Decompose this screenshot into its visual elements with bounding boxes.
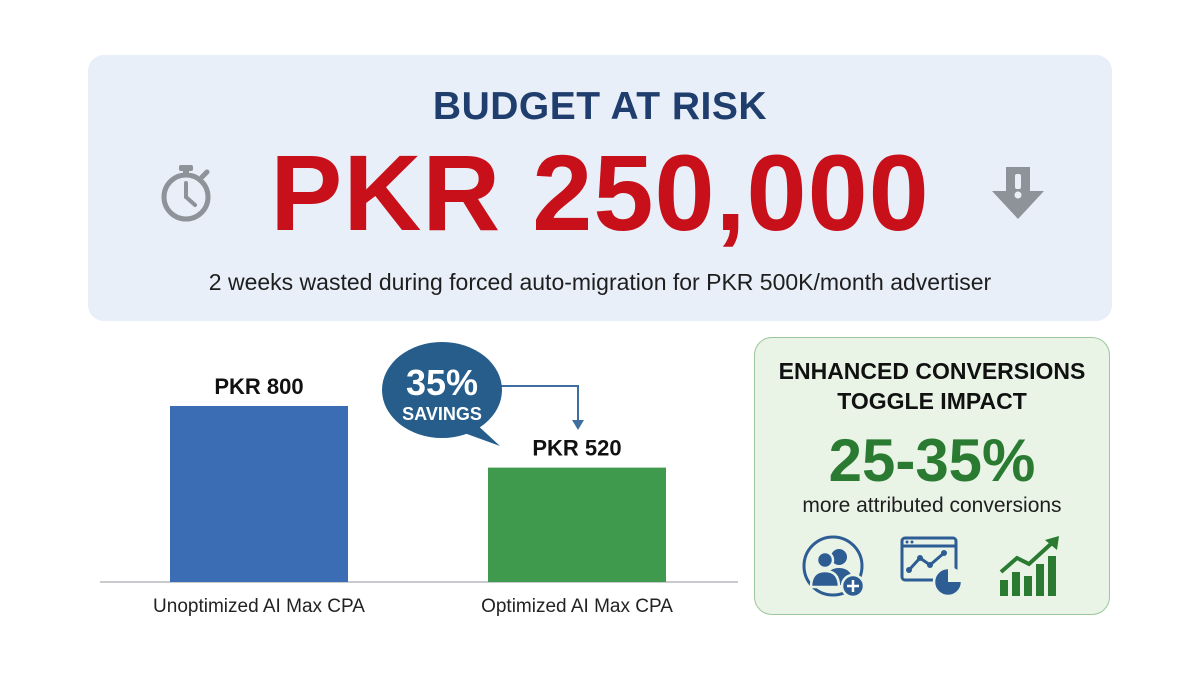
budget-at-risk-banner: BUDGET AT RISK PKR 250,000 2 weeks waste…	[88, 55, 1112, 321]
card-title-line-1: ENHANCED CONVERSIONS	[778, 358, 1086, 384]
card-title: ENHANCED CONVERSIONS TOGGLE IMPACT	[755, 356, 1109, 416]
cpa-bar-chart: PKR 800 PKR 520 Unoptimized AI Max CPA O…	[100, 374, 738, 617]
savings-label: SAVINGS	[402, 404, 482, 424]
conversion-lift-percent: 25-35%	[828, 427, 1036, 494]
budget-amount: PKR 250,000	[270, 132, 930, 253]
enhanced-conversions-card: ENHANCED CONVERSIONS TOGGLE IMPACT 25-35…	[754, 337, 1110, 615]
bar-optimized	[488, 467, 666, 582]
add-users-icon	[802, 535, 866, 599]
speech-bubble-shape	[382, 342, 502, 446]
banner-title: BUDGET AT RISK	[432, 85, 768, 128]
data-label-optimized: PKR 520	[532, 436, 621, 461]
card-title-line-2: TOGGLE IMPACT	[837, 388, 1027, 414]
analytics-dashboard-icon	[900, 536, 964, 598]
conversion-lift-description: more attributed conversions	[802, 494, 1062, 517]
alert-down-arrow-icon	[992, 167, 1044, 219]
category-label-unoptimized: Unoptimized AI Max CPA	[153, 596, 365, 617]
savings-arrowhead	[572, 420, 584, 430]
category-label-optimized: Optimized AI Max CPA	[481, 596, 673, 617]
stopwatch-icon	[161, 165, 211, 222]
savings-callout: 35% SAVINGS	[378, 340, 502, 450]
bar-unoptimized	[170, 406, 348, 582]
growth-chart-icon	[999, 536, 1059, 596]
savings-percent: 35%	[405, 362, 479, 403]
savings-connector-arrow	[494, 385, 579, 424]
data-label-unoptimized: PKR 800	[214, 374, 303, 399]
banner-subtitle: 2 weeks wasted during forced auto-migrat…	[208, 269, 992, 295]
